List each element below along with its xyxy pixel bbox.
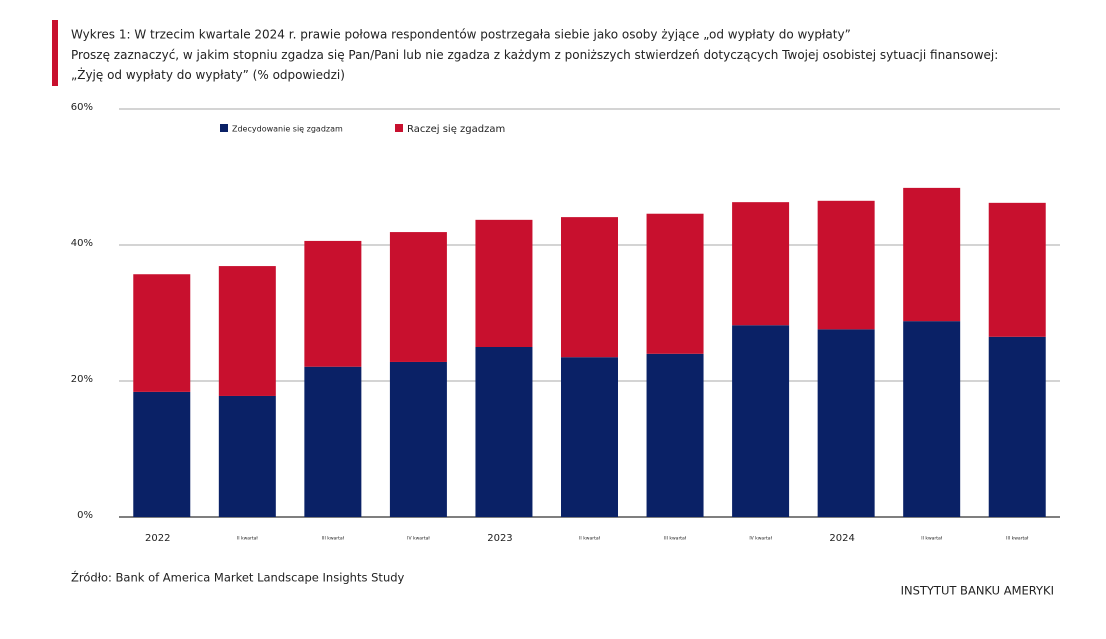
y-tick-label: 40% (71, 238, 93, 249)
bar-segment (561, 357, 618, 517)
bar-segment (304, 366, 362, 517)
y-tick-label: 20% (71, 374, 93, 385)
bar-segment (475, 219, 533, 347)
legend-label: Raczej się zgadzam (407, 124, 505, 135)
bar-segment (817, 200, 875, 330)
x-tick-label: 2022 (145, 533, 170, 544)
chart-title: Wykres 1: W trzecim kwartale 2024 r. pra… (71, 28, 851, 42)
x-tick-label: III kwartał (664, 536, 687, 542)
bar-segment (389, 361, 447, 517)
bar-segment (646, 213, 704, 354)
brand: INSTYTUT BANKU AMERYKI (901, 584, 1054, 598)
legend-label: Zdecydowanie się zgadzam (232, 125, 343, 134)
x-tick-label: IV kwartał (407, 536, 430, 542)
bar-segment (218, 395, 276, 517)
subtitle-box: Proszę zaznaczyć, w jakim stopniu zgadza… (71, 48, 999, 82)
y-tick-label: 0% (77, 510, 93, 521)
bar-segment (903, 321, 961, 517)
bar-segment (646, 353, 704, 517)
bar-segment (903, 187, 961, 322)
x-tick-label: III kwartał (1006, 536, 1029, 542)
source: Źródło: Bank of America Market Landscape… (71, 570, 405, 585)
accent-bar (52, 20, 58, 86)
y-tick-label: 60% (71, 102, 93, 113)
x-tick-label: II kwartał (921, 536, 943, 542)
bar-segment (304, 240, 362, 367)
bar-segment (732, 325, 790, 517)
chart-subtitle: Proszę zaznaczyć, w jakim stopniu zgadza… (71, 48, 999, 82)
x-tick-label: II kwartał (237, 536, 259, 542)
x-tick-label: 2024 (829, 533, 854, 544)
bar-segment (389, 232, 447, 362)
bar-segment (218, 266, 276, 396)
bar-segment (732, 202, 790, 326)
x-tick-label: II kwartał (579, 536, 601, 542)
bar-segment (561, 217, 618, 358)
bar-segment (475, 347, 533, 517)
legend-swatch (395, 124, 403, 132)
x-tick-label: IV kwartał (749, 536, 772, 542)
x-tick-label: III kwartał (322, 536, 345, 542)
legend-swatch (220, 124, 228, 132)
bar-segment (988, 202, 1046, 337)
x-tick-label: 2023 (487, 533, 512, 544)
bar-segment (133, 391, 191, 517)
bar-segment (133, 274, 191, 392)
bar-segment (988, 336, 1046, 517)
bar-segment (817, 329, 875, 517)
